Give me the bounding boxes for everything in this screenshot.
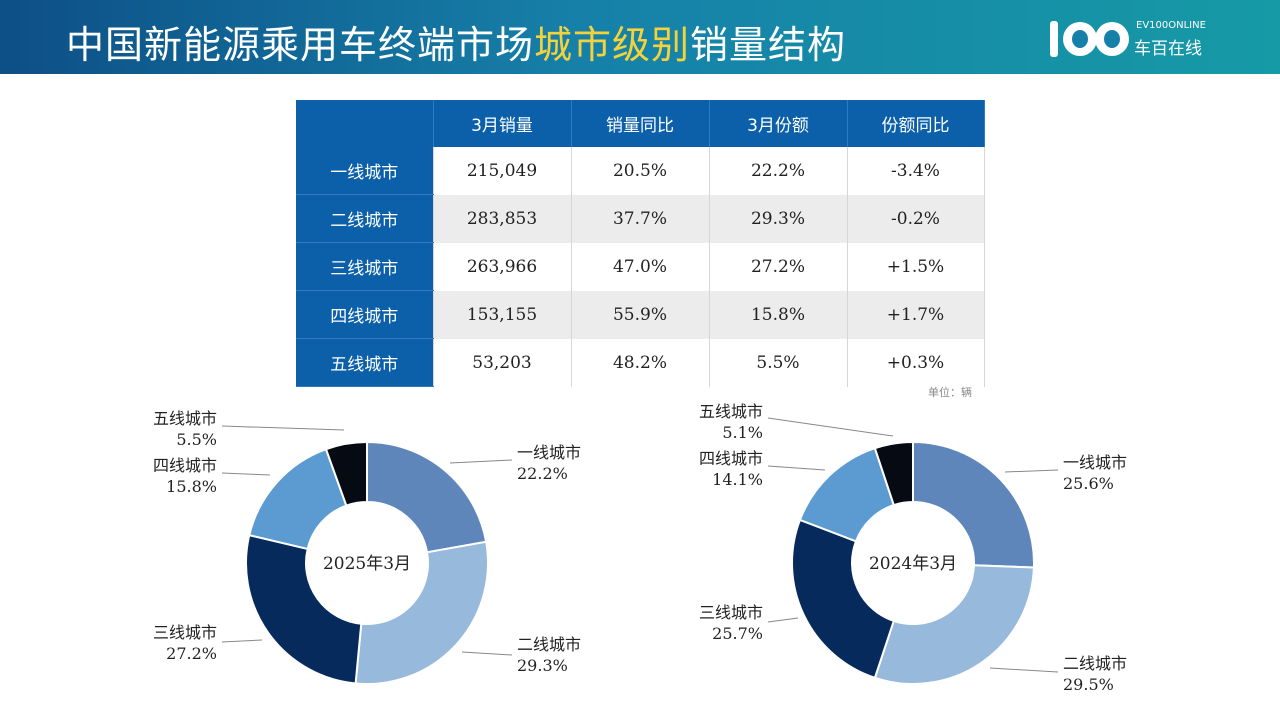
slice-category-label: 三线城市	[699, 603, 763, 622]
table-row: 一线城市 215,049 20.5% 22.2% -3.4%	[296, 147, 985, 195]
donut-slice-1	[366, 440, 488, 554]
header-share-yoy: 份额同比	[847, 100, 985, 147]
donut-slice-3	[791, 518, 896, 680]
slice-value-label: 29.5%	[1063, 675, 1114, 694]
table-row: 三线城市 263,966 47.0% 27.2% +1.5%	[296, 242, 985, 291]
slice-category-label: 二线城市	[1063, 654, 1127, 673]
cell-share-yoy: +1.5%	[847, 242, 985, 291]
leader-line	[221, 425, 345, 431]
cell-sales: 215,049	[433, 147, 572, 195]
row-city: 四线城市	[296, 290, 434, 339]
header-share: 3月份额	[709, 100, 848, 147]
leader-line	[221, 639, 263, 643]
slice-value-label: 25.7%	[712, 624, 763, 643]
table-header-row: 3月销量 销量同比 3月份额 份额同比	[296, 100, 985, 147]
donut-slice-5	[873, 440, 914, 507]
cell-sales: 53,203	[433, 338, 572, 387]
leader-line	[989, 667, 1059, 673]
cell-yoy: 47.0%	[571, 242, 710, 291]
slice-value-label: 27.2%	[166, 644, 217, 663]
cell-share-yoy: -0.2%	[847, 194, 985, 243]
slice-value-label: 25.6%	[1063, 474, 1114, 493]
logo-text-cn: 车百在线	[1134, 39, 1202, 59]
donut-slice-2	[354, 540, 489, 685]
leader-line	[767, 617, 799, 623]
donut-slice-5	[324, 440, 368, 507]
cell-share: 22.2%	[709, 147, 848, 195]
table-row: 二线城市 283,853 37.7% 29.3% -0.2%	[296, 194, 985, 243]
cell-sales: 153,155	[433, 290, 572, 339]
sales-table: 3月销量 销量同比 3月份额 份额同比 一线城市 215,049 20.5% 2…	[296, 100, 985, 387]
leader-line	[767, 465, 826, 471]
cell-share: 27.2%	[709, 242, 848, 291]
ev100-logo: EV100ONLINE 车百在线	[1048, 17, 1218, 61]
logo-mark-icon	[1050, 21, 1129, 57]
donut-center-label: 2025年3月	[323, 554, 411, 574]
logo-text-en: EV100ONLINE	[1136, 20, 1206, 31]
leader-line	[461, 651, 513, 656]
donut-slice-1	[912, 440, 1035, 569]
slice-category-label: 一线城市	[517, 443, 581, 462]
header-sales: 3月销量	[433, 100, 572, 147]
slice-category-label: 三线城市	[153, 623, 217, 642]
leader-line	[1004, 469, 1059, 473]
header-corner	[296, 100, 434, 147]
slice-category-label: 四线城市	[699, 449, 763, 468]
slice-value-label: 14.1%	[712, 470, 763, 489]
cell-share: 5.5%	[709, 338, 848, 387]
slice-category-label: 五线城市	[699, 402, 763, 421]
unit-note: 单位：辆	[928, 386, 972, 399]
cell-share-yoy: -3.4%	[847, 147, 985, 195]
header-sales-yoy: 销量同比	[571, 100, 710, 147]
title-highlight: 城市级别	[534, 23, 691, 67]
slice-category-label: 四线城市	[153, 456, 217, 475]
slice-category-label: 五线城市	[153, 409, 217, 428]
slice-value-label: 22.2%	[517, 464, 568, 483]
header-banner: 中国新能源乘用车终端市场城市级别销量结构 EV100ONLINE 车百在线	[0, 0, 1280, 74]
row-city: 二线城市	[296, 194, 434, 243]
slice-value-label: 5.5%	[176, 430, 217, 449]
donut-slice-2	[873, 564, 1035, 685]
cell-yoy: 48.2%	[571, 338, 710, 387]
cell-sales: 283,853	[433, 194, 572, 243]
cell-share-yoy: +1.7%	[847, 290, 985, 339]
donut-center-label: 2024年3月	[869, 554, 957, 574]
slice-value-label: 5.1%	[722, 423, 763, 442]
slice-value-label: 15.8%	[166, 477, 217, 496]
table-row: 四线城市 153,155 55.9% 15.8% +1.7%	[296, 290, 985, 339]
cell-share-yoy: +0.3%	[847, 338, 985, 387]
table-row: 五线城市 53,203 48.2% 5.5% +0.3%	[296, 338, 985, 387]
cell-yoy: 55.9%	[571, 290, 710, 339]
slice-value-label: 29.3%	[517, 656, 568, 675]
leader-line	[449, 459, 513, 464]
cell-sales: 263,966	[433, 242, 572, 291]
cell-share: 15.8%	[709, 290, 848, 339]
cell-yoy: 37.7%	[571, 194, 710, 243]
cell-yoy: 20.5%	[571, 147, 710, 195]
slice-category-label: 二线城市	[517, 635, 581, 654]
leader-line	[767, 417, 894, 437]
leader-line	[221, 472, 271, 476]
row-city: 三线城市	[296, 242, 434, 291]
cell-share: 29.3%	[709, 194, 848, 243]
donut-slice-3	[245, 533, 363, 685]
slice-category-label: 一线城市	[1063, 453, 1127, 472]
row-city: 一线城市	[296, 147, 434, 195]
donut-chart-2025: 2025年3月 一线城市 22.2% 二线城市 29.3% 三线城市 27.2% 四线城市 15…	[153, 409, 581, 685]
row-city: 五线城市	[296, 338, 434, 387]
page-title: 中国新能源乘用车终端市场城市级别销量结构	[66, 23, 847, 67]
